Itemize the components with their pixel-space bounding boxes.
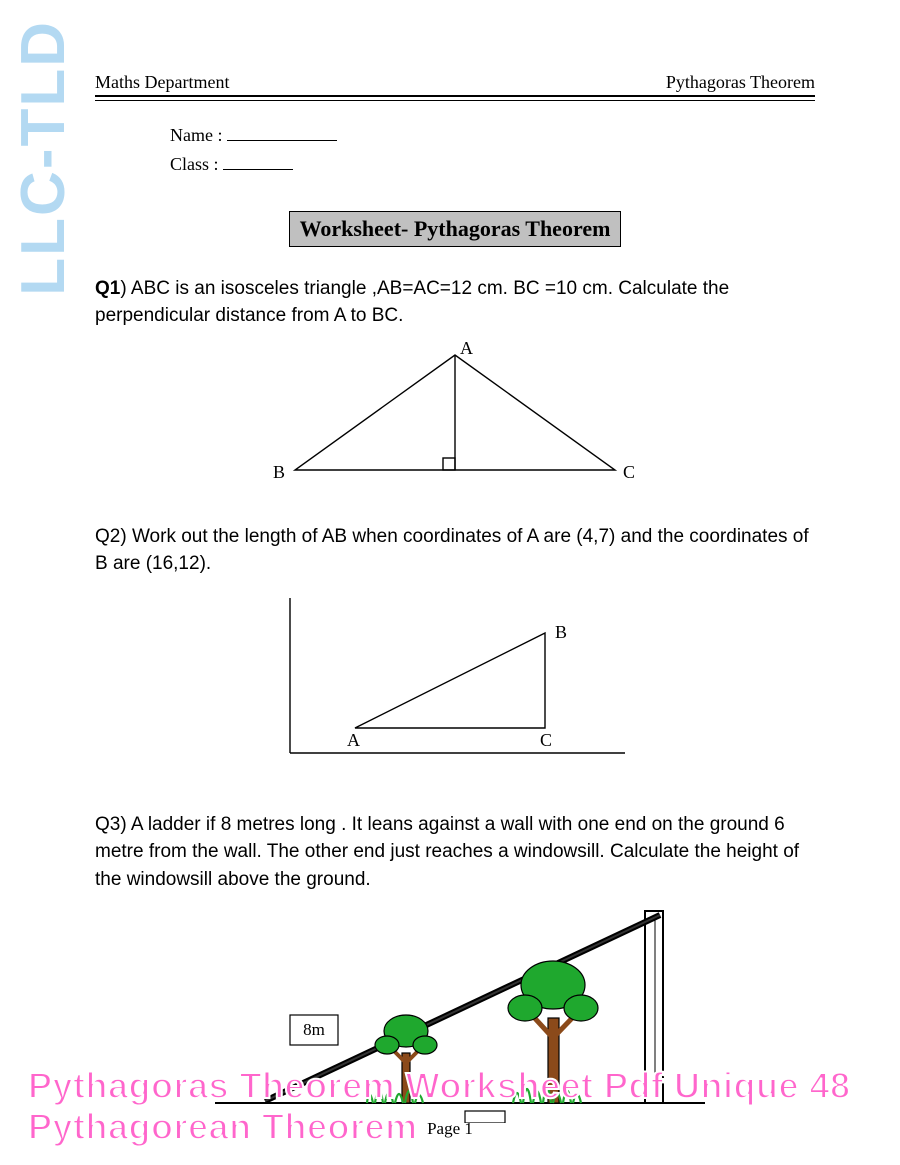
q2-diagram: B A C bbox=[95, 588, 815, 783]
name-label: Name : bbox=[170, 125, 222, 145]
question-3: Q3) A ladder if 8 metres long . It leans… bbox=[95, 811, 815, 894]
q1-number: Q1 bbox=[95, 278, 120, 299]
caption-line-2: Pythagorean Theorem bbox=[28, 1107, 851, 1147]
header-left: Maths Department bbox=[95, 72, 229, 93]
header-right: Pythagoras Theorem bbox=[666, 72, 815, 93]
worksheet-page: Maths Department Pythagoras Theorem Name… bbox=[95, 72, 815, 1128]
q2-text: Work out the length of AB when coordinat… bbox=[95, 526, 809, 575]
caption-overlay: Pythagoras Theorem Worksheet Pdf Unique … bbox=[28, 1066, 851, 1147]
q1-label-c: C bbox=[623, 462, 635, 482]
q1-label-b: B bbox=[273, 462, 285, 482]
watermark-top: LLC-TLD bbox=[18, 20, 71, 296]
q3-text: A ladder if 8 metres long . It leans aga… bbox=[95, 814, 799, 890]
q1-diagram: A B C bbox=[95, 340, 815, 495]
q2-label-b: B bbox=[555, 622, 567, 642]
header-row: Maths Department Pythagoras Theorem bbox=[95, 72, 815, 97]
worksheet-title: Worksheet- Pythagoras Theorem bbox=[289, 211, 622, 247]
question-1: Q1) ABC is an isosceles triangle ,AB=AC=… bbox=[95, 275, 815, 330]
q3-number: Q3) bbox=[95, 814, 127, 835]
question-2: Q2) Work out the length of AB when coord… bbox=[95, 523, 815, 578]
ladder-label: 8m bbox=[290, 1015, 338, 1045]
caption-line-1: Pythagoras Theorem Worksheet Pdf Unique … bbox=[28, 1066, 851, 1106]
q1-label-a: A bbox=[460, 340, 473, 358]
name-class-block: Name : Class : bbox=[170, 121, 815, 179]
q1-text: ABC is an isosceles triangle ,AB=AC=12 c… bbox=[95, 278, 729, 327]
header-underline bbox=[95, 100, 815, 101]
class-blank bbox=[223, 169, 293, 170]
q2-label-a: A bbox=[347, 730, 360, 750]
q2-label-c: C bbox=[540, 730, 552, 750]
name-blank bbox=[227, 140, 337, 141]
svg-text:8m: 8m bbox=[303, 1020, 325, 1039]
class-label: Class : bbox=[170, 154, 219, 174]
q2-number: Q2) bbox=[95, 526, 127, 547]
